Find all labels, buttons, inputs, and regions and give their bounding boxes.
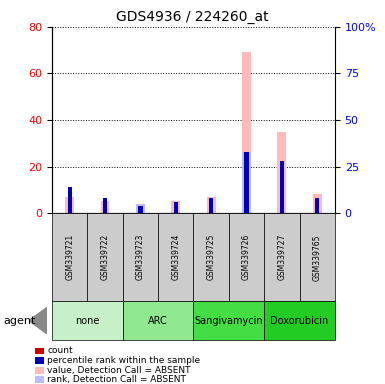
Bar xyxy=(280,161,284,213)
Text: ARC: ARC xyxy=(148,316,168,326)
Text: GSM339725: GSM339725 xyxy=(207,234,216,280)
Bar xyxy=(174,202,178,213)
Text: agent: agent xyxy=(4,316,36,326)
Text: GSM339726: GSM339726 xyxy=(242,234,251,280)
Text: GSM339765: GSM339765 xyxy=(313,234,322,281)
Bar xyxy=(67,187,72,213)
Bar xyxy=(103,198,107,213)
Bar xyxy=(315,198,320,213)
Bar xyxy=(171,202,180,213)
Text: percentile rank within the sample: percentile rank within the sample xyxy=(47,356,201,365)
Text: GDS4936 / 224260_at: GDS4936 / 224260_at xyxy=(116,10,269,23)
Polygon shape xyxy=(29,307,47,334)
Bar xyxy=(207,197,216,213)
Text: value, Detection Call = ABSENT: value, Detection Call = ABSENT xyxy=(47,366,191,375)
Text: GSM339721: GSM339721 xyxy=(65,234,74,280)
Text: GSM339723: GSM339723 xyxy=(136,234,145,280)
Bar xyxy=(100,202,109,213)
Bar xyxy=(136,204,145,213)
Text: GSM339724: GSM339724 xyxy=(171,234,180,280)
Bar xyxy=(209,202,213,213)
Bar xyxy=(67,199,72,213)
Text: GSM339727: GSM339727 xyxy=(277,234,286,280)
Bar xyxy=(65,197,74,213)
Text: Sangivamycin: Sangivamycin xyxy=(194,316,263,326)
Bar xyxy=(242,53,251,213)
Bar xyxy=(242,152,251,213)
Text: rank, Detection Call = ABSENT: rank, Detection Call = ABSENT xyxy=(47,375,186,384)
Bar xyxy=(138,206,142,213)
Bar xyxy=(136,206,145,213)
Bar xyxy=(313,195,322,213)
Bar xyxy=(138,209,142,213)
Text: GSM339722: GSM339722 xyxy=(100,234,110,280)
Text: none: none xyxy=(75,316,100,326)
Bar xyxy=(244,152,249,213)
Bar xyxy=(103,204,107,213)
Text: Doxorubicin: Doxorubicin xyxy=(270,316,329,326)
Bar xyxy=(278,132,286,213)
Bar xyxy=(209,198,213,213)
Bar xyxy=(315,202,320,213)
Text: count: count xyxy=(47,346,73,356)
Bar xyxy=(174,204,178,213)
